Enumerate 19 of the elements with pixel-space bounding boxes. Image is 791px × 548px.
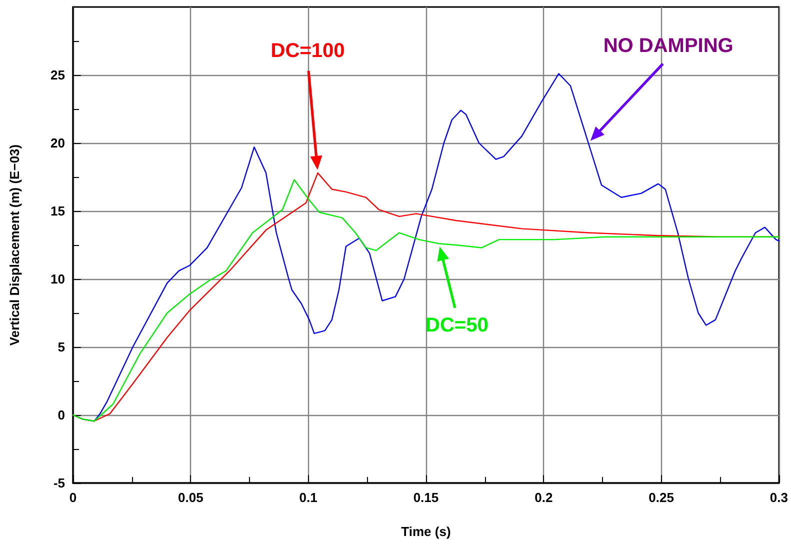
text: DC=100 xyxy=(270,40,345,62)
x-tick-label: 0 xyxy=(69,490,77,505)
x-tick-label: 0.2 xyxy=(534,490,553,505)
y-tick-label: 10 xyxy=(50,272,65,286)
y-tick-label: 0 xyxy=(58,408,65,422)
y-tick-label: -5 xyxy=(53,476,65,490)
text: DC=50 xyxy=(426,314,488,337)
x-axis-title: Time (s) xyxy=(401,524,451,539)
x-tick-label: 0.25 xyxy=(648,490,674,505)
y-tick-label: 5 xyxy=(58,340,65,354)
y-tick-label: 20 xyxy=(50,136,65,150)
x-tick-label: 0.3 xyxy=(770,490,788,505)
text: NO DAMPING xyxy=(603,35,734,57)
x-tick-label: 0.15 xyxy=(413,490,439,505)
x-tick-label: 0.1 xyxy=(299,490,318,505)
x-tick-label: 0.05 xyxy=(178,490,204,505)
y-axis-title: Vertical Displacement (m) (E−03) xyxy=(7,144,22,346)
y-tick-label: 15 xyxy=(50,204,65,218)
y-tick-label: 25 xyxy=(50,68,65,82)
